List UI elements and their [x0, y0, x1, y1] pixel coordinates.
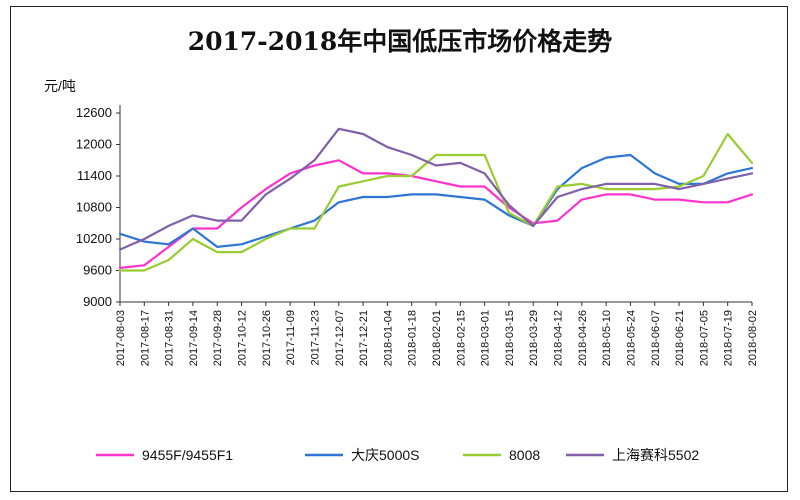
legend-label: 9455F/9455F1 — [142, 447, 233, 463]
x-tick-label: 2017-09-14 — [188, 310, 200, 366]
x-tick-label: 2018-04-12 — [553, 310, 565, 366]
x-tick-label: 2017-08-17 — [139, 310, 151, 366]
y-tick-label: 10200 — [76, 231, 112, 246]
y-tick-label: 9600 — [83, 263, 112, 278]
x-axis-ticks: 2017-08-03 2017-08-17 2017-08-31 2017-09-14… — [115, 302, 759, 366]
series-line — [118, 132, 754, 272]
x-tick-label: 2017-10-12 — [237, 310, 249, 366]
x-tick-label: 2018-03-29 — [528, 310, 540, 366]
x-tick-label: 2018-08-02 — [747, 310, 759, 366]
x-tick-label: 2017-12-21 — [358, 310, 370, 366]
legend-label: 上海赛科5502 — [612, 447, 699, 463]
x-tick-label: 2017-08-03 — [115, 310, 127, 366]
x-tick-label: 2018-05-24 — [625, 310, 637, 366]
chart-title: 2017-2018年中国低压市场价格走势 — [187, 27, 613, 56]
x-tick-label: 2018-03-01 — [480, 310, 492, 366]
x-tick-label: 2018-07-19 — [723, 310, 735, 366]
x-tick-label: 2017-09-28 — [212, 310, 224, 366]
y-axis-ticks: 9000 9600 10200 10800 11400 12000 12600 — [76, 105, 120, 309]
x-tick-label: 2018-02-15 — [455, 310, 467, 366]
legend: 9455F/9455F1 大庆5000S 8008 上海赛科5502 — [96, 447, 699, 463]
x-tick-label: 2018-06-21 — [674, 310, 686, 366]
y-tick-label: 12600 — [76, 105, 112, 120]
y-tick-label: 11400 — [77, 168, 112, 183]
y-tick-label: 10800 — [76, 200, 112, 215]
x-tick-label: 2017-11-09 — [285, 310, 297, 365]
x-tick-label: 2018-04-26 — [577, 310, 589, 366]
x-tick-label: 2018-01-18 — [407, 310, 419, 366]
legend-label: 大庆5000S — [351, 447, 419, 463]
x-tick-label: 2018-03-15 — [504, 310, 516, 366]
axes — [119, 105, 752, 303]
x-tick-label: 2017-10-26 — [261, 310, 273, 366]
x-tick-label: 2017-08-31 — [164, 310, 176, 366]
x-tick-label: 2018-02-01 — [431, 310, 443, 366]
chart-frame — [10, 6, 788, 492]
x-tick-label: 2018-01-04 — [382, 310, 394, 366]
x-tick-label: 2018-07-05 — [698, 310, 710, 366]
series-line — [118, 127, 754, 251]
series-line — [118, 153, 754, 248]
x-tick-label: 2018-05-10 — [601, 310, 613, 366]
series-lines — [118, 127, 754, 272]
x-tick-label: 2018-06-07 — [650, 310, 662, 366]
x-tick-label: 2017-11-23 — [309, 310, 321, 365]
y-axis-unit-label: 元/吨 — [44, 78, 76, 94]
x-tick-label: 2017-12-07 — [334, 310, 346, 366]
y-tick-label: 12000 — [76, 137, 112, 152]
y-tick-label: 9000 — [83, 294, 112, 309]
legend-label: 8008 — [509, 447, 540, 463]
